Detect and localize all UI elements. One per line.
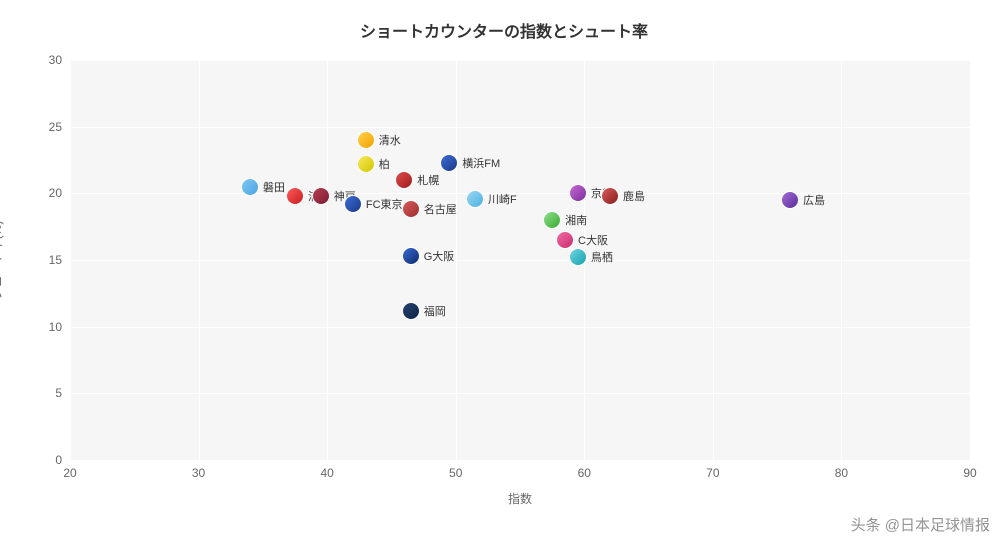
data-point[interactable] bbox=[556, 231, 574, 249]
y-tick: 10 bbox=[49, 320, 62, 334]
data-point[interactable] bbox=[440, 154, 458, 172]
gridline-horizontal bbox=[70, 460, 970, 461]
x-tick: 50 bbox=[449, 466, 462, 480]
data-point[interactable] bbox=[543, 211, 561, 229]
y-tick: 30 bbox=[49, 53, 62, 67]
data-point[interactable] bbox=[402, 247, 420, 265]
x-axis-label: 指数 bbox=[508, 490, 532, 507]
data-point[interactable] bbox=[241, 178, 259, 196]
x-tick: 60 bbox=[578, 466, 591, 480]
x-tick: 40 bbox=[320, 466, 333, 480]
data-point[interactable] bbox=[402, 200, 420, 218]
x-tick: 30 bbox=[192, 466, 205, 480]
gridline-horizontal bbox=[70, 60, 970, 61]
data-point[interactable] bbox=[357, 131, 375, 149]
y-axis-label: シュート率(%) bbox=[0, 221, 5, 300]
x-tick: 80 bbox=[835, 466, 848, 480]
x-tick: 90 bbox=[963, 466, 976, 480]
y-tick: 20 bbox=[49, 186, 62, 200]
data-point[interactable] bbox=[357, 155, 375, 173]
data-point[interactable] bbox=[466, 190, 484, 208]
x-tick: 20 bbox=[63, 466, 76, 480]
chart-title: ショートカウンターの指数とシュート率 bbox=[0, 18, 1008, 42]
chart-container: ショートカウンターの指数とシュート率 指数 シュート率(%) 203040506… bbox=[0, 0, 1008, 541]
data-point[interactable] bbox=[781, 191, 799, 209]
gridline-horizontal bbox=[70, 260, 970, 261]
y-tick: 0 bbox=[55, 453, 62, 467]
plot-area: 指数 シュート率(%) 2030405060708090051015202530… bbox=[70, 60, 970, 460]
data-point[interactable] bbox=[395, 171, 413, 189]
data-point[interactable] bbox=[569, 184, 587, 202]
data-point[interactable] bbox=[344, 195, 362, 213]
gridline-horizontal bbox=[70, 393, 970, 394]
y-tick: 5 bbox=[55, 386, 62, 400]
gridline-horizontal bbox=[70, 127, 970, 128]
gridline-horizontal bbox=[70, 327, 970, 328]
data-point[interactable] bbox=[312, 187, 330, 205]
data-point[interactable] bbox=[286, 187, 304, 205]
gridline-horizontal bbox=[70, 193, 970, 194]
gridline-vertical bbox=[970, 60, 971, 460]
data-point[interactable] bbox=[601, 187, 619, 205]
data-point[interactable] bbox=[569, 248, 587, 266]
y-tick: 25 bbox=[49, 120, 62, 134]
data-point[interactable] bbox=[402, 302, 420, 320]
watermark: 头条 @日本足球情报 bbox=[851, 514, 990, 535]
y-tick: 15 bbox=[49, 253, 62, 267]
x-tick: 70 bbox=[706, 466, 719, 480]
